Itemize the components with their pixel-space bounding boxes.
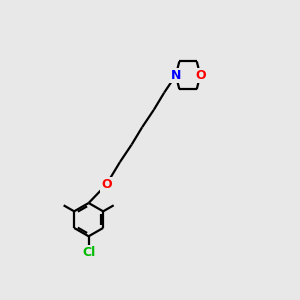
Text: O: O	[195, 69, 206, 82]
Text: Cl: Cl	[82, 246, 95, 260]
Text: N: N	[171, 69, 181, 82]
Text: O: O	[101, 178, 112, 191]
